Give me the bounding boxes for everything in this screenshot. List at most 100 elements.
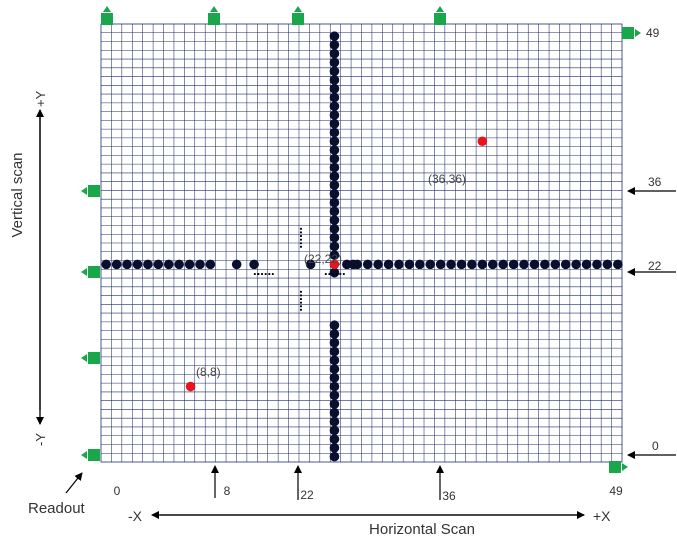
y-tick-label-49: 49 [646, 26, 660, 40]
pixel-dot [329, 346, 340, 357]
pixel-dot [329, 241, 340, 252]
pixel-dot [329, 416, 340, 427]
pixel-dot [329, 127, 340, 138]
pixel-dot [329, 224, 340, 234]
pixel-dot [153, 259, 164, 270]
pixel-dot [329, 145, 340, 155]
y-tick-label-22: 22 [648, 259, 662, 273]
y-tick-label-0: 0 [652, 439, 659, 453]
pixel-dot [581, 259, 592, 270]
pixel-dot [329, 110, 340, 120]
ellipsis-group: ...... ...... ...... ...... [253, 227, 346, 312]
pixel-dot [560, 259, 571, 270]
readout-marker-icon [101, 6, 113, 25]
pixel-dot [329, 162, 340, 173]
pixel-dot [329, 381, 340, 392]
ellipsis-left: ...... [253, 263, 275, 278]
pixel-dot [498, 259, 508, 270]
pixel-dot [231, 259, 242, 270]
ellipsis-right: ...... [324, 263, 346, 278]
pixel-dot [329, 443, 340, 453]
x-tick-label-8: 8 [224, 484, 231, 498]
pixel-dot [329, 329, 340, 339]
pixel-dot [383, 259, 394, 270]
readout-marker-icon [434, 6, 446, 25]
pixel-grid [100, 23, 623, 463]
readout-pointer-arrow [65, 472, 83, 494]
plus-y-label: +Y [33, 90, 48, 107]
pixel-dot [329, 451, 340, 462]
pixel-dot [122, 259, 132, 270]
pixel-dot [329, 399, 340, 409]
pixel-dot [195, 259, 205, 270]
pixel-dot [329, 101, 340, 112]
plus-x-label: +X [593, 508, 611, 524]
pixel-dot [425, 259, 436, 270]
pixel-dot [487, 259, 498, 270]
pixel-dot [477, 259, 488, 270]
pixel-dot [519, 259, 529, 270]
pixel-dot [529, 259, 540, 270]
readout-marker-icon [292, 6, 304, 25]
vertical-scan-label: Vertical scan [9, 152, 26, 237]
pixel-dot [111, 259, 122, 270]
pixel-dot [329, 31, 340, 41]
pixel-dot [329, 250, 340, 260]
pixel-dot [329, 171, 340, 182]
readout-marker-icon [81, 266, 100, 278]
pixel-dot [612, 259, 623, 270]
pixel-dot [205, 259, 216, 270]
pixel-dot [456, 259, 467, 270]
pixel-dot [329, 408, 340, 418]
x-tick-label-36: 36 [442, 489, 456, 503]
pixel-dot [163, 259, 174, 270]
pixel-dot [550, 259, 561, 270]
pixel-dot [329, 92, 340, 103]
readout-marker-icon [208, 6, 220, 25]
pixel-dot [329, 66, 340, 76]
ellipsis-up: ...... [297, 227, 312, 249]
pixel-dot [329, 180, 340, 190]
pixel-dot [184, 259, 195, 270]
pixel-dot [329, 118, 340, 129]
pixel-dot [602, 259, 613, 270]
point-label-8-8: (8,8) [196, 365, 221, 379]
pixel-dot [540, 259, 550, 270]
selected-pixel-dot [185, 381, 196, 392]
ellipsis-down: ...... [297, 290, 312, 312]
pixel-dot [592, 259, 602, 270]
x-tick-label-0: 0 [114, 484, 121, 498]
pixel-dot [329, 48, 340, 59]
pixel-dot [329, 136, 340, 147]
readout-marker-icon [81, 352, 100, 364]
pixel-dot [329, 75, 340, 85]
pixel-dot [415, 259, 425, 270]
pixel-dot [508, 259, 519, 270]
pixel-dot [329, 372, 340, 383]
selected-pixel-dot [477, 136, 488, 147]
pixel-dot [329, 57, 340, 68]
readout-marker-icon [622, 27, 641, 39]
pixel-dot [329, 83, 340, 94]
pixel-dot [329, 40, 340, 50]
pixel-dot [362, 259, 373, 270]
pixel-dot [143, 259, 153, 270]
pixel-dot [174, 259, 184, 270]
pixel-dot [329, 215, 340, 225]
pixel-dot [329, 364, 340, 374]
pixel-dot [329, 267, 340, 278]
pixel-dot [435, 259, 446, 270]
selected-pixel-dot [329, 259, 340, 270]
readout-label: Readout [28, 500, 86, 517]
pixel-dot [132, 259, 143, 270]
pixel-dot [329, 197, 340, 208]
pixel-dot [329, 425, 340, 436]
pixel-dot [329, 189, 340, 199]
pixel-dot [305, 259, 316, 270]
minus-x-label: -X [128, 508, 143, 524]
readout-marker-icon [81, 449, 100, 461]
readout-markers [81, 6, 641, 473]
pixel-dots [101, 31, 623, 462]
pixel-dot [329, 434, 340, 444]
